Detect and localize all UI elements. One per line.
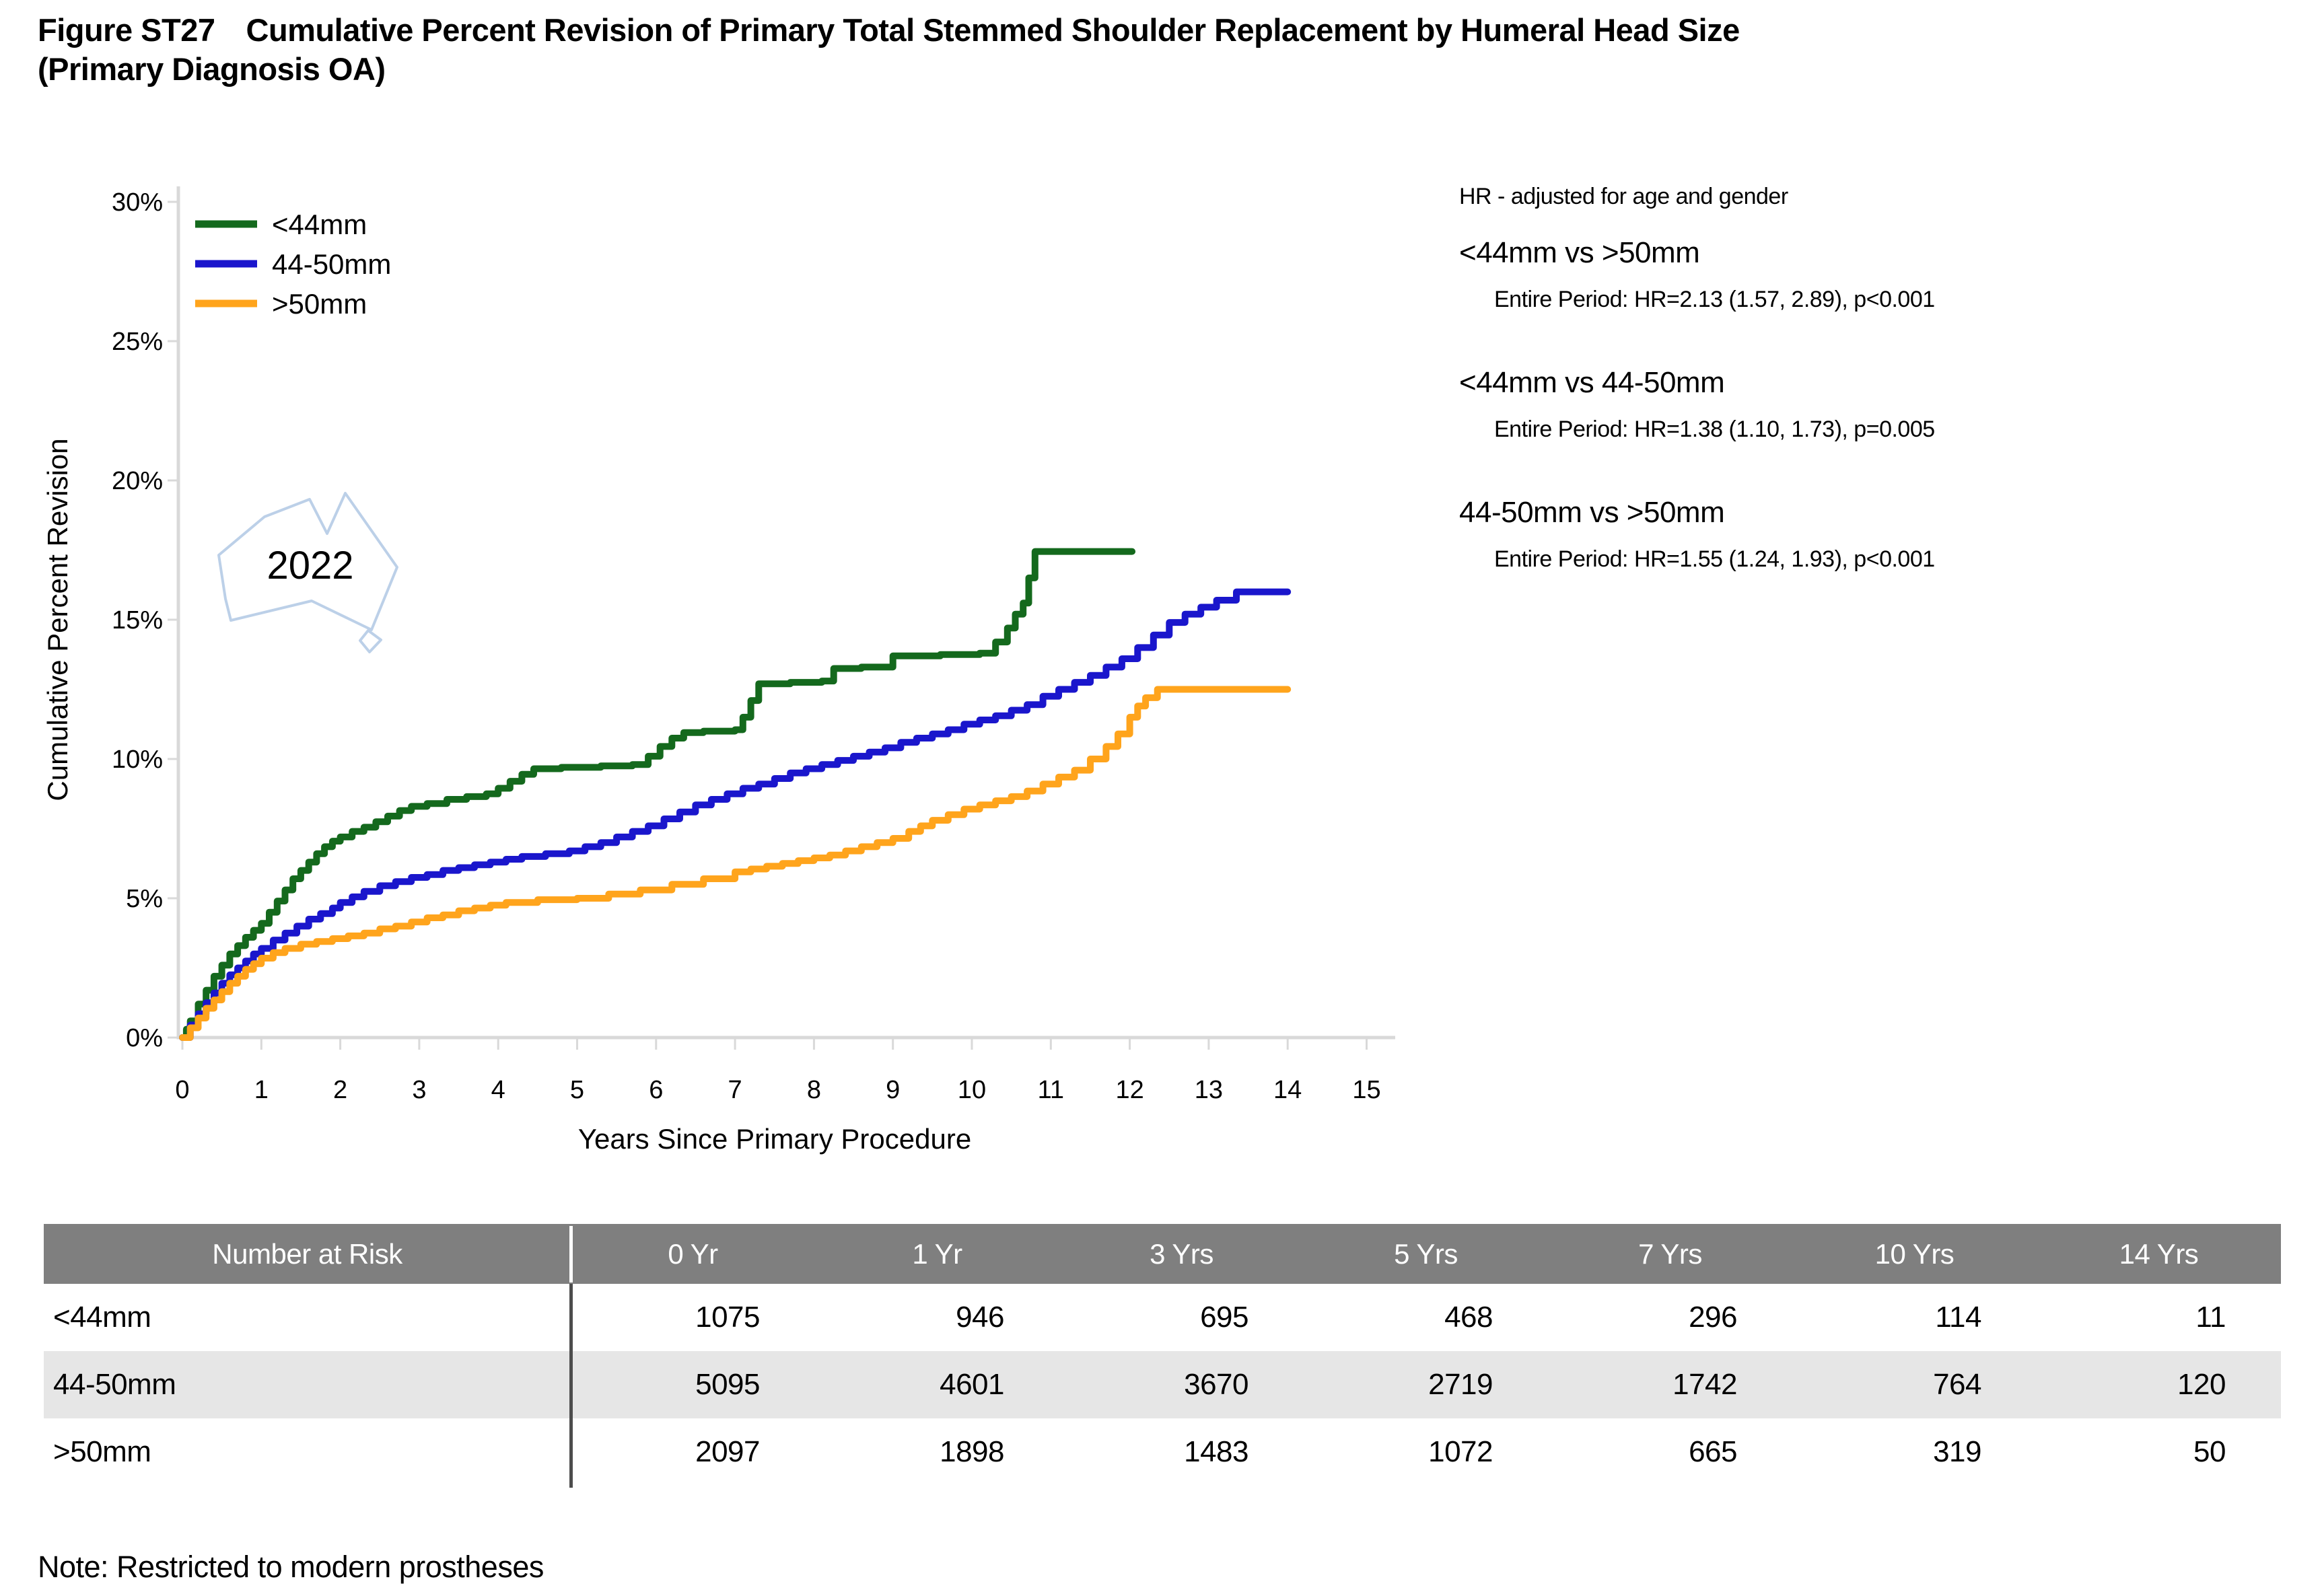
risk-cell: 3670 — [1059, 1351, 1304, 1418]
hr-comparison-detail: Entire Period: HR=2.13 (1.57, 2.89), p<0… — [1494, 287, 1935, 312]
x-tick-label: 12 — [1115, 1076, 1143, 1104]
risk-cell: 296 — [1689, 1301, 1737, 1334]
y-tick-label: 15% — [112, 606, 163, 635]
risk-cell: 468 — [1444, 1301, 1493, 1334]
risk-cell: 11 — [2195, 1301, 2226, 1334]
risk-table-header-row: Number at Risk 0 Yr 1 Yr 3 Yrs 5 Yrs 7 Yrs 10 … — [44, 1224, 2281, 1284]
hr-comparison-title: <44mm vs 44-50mm — [1459, 366, 1725, 399]
hr-comparison-detail: Entire Period: HR=1.55 (1.24, 1.93), p<0… — [1494, 546, 1935, 572]
axes: 0%5%10%15%20%25%30%0 1 2 3 4 5 6 7 8 9 10 11 12 13 14 1… — [112, 186, 1395, 1104]
x-tick-label: 6 — [649, 1076, 663, 1104]
figure-title-text: Cumulative Percent Revision of Primary T… — [246, 12, 1740, 48]
tasmania-outline-icon — [359, 629, 382, 653]
risk-cell: 1742 — [1548, 1351, 1792, 1418]
x-tick-label: 10 — [958, 1076, 986, 1104]
risk-table-header-cell: 7 Yrs — [1548, 1224, 1792, 1284]
risk-cell: 946 — [956, 1301, 1004, 1334]
x-tick-label: 9 — [886, 1076, 900, 1104]
risk-table-header-separator — [569, 1226, 573, 1282]
risk-table-body: <44mm 1075 946 695 468 296 114 11 44-50mm 5095 460… — [44, 1284, 2281, 1486]
y-tick-label: 5% — [126, 885, 163, 913]
risk-cell: 4601 — [815, 1351, 1059, 1418]
y-tick-label: 0% — [126, 1024, 163, 1052]
series-lines — [179, 548, 1292, 1041]
hr-annotations: HR - adjusted for age and gender <44mm v… — [1459, 183, 1935, 573]
hr-comparison-title: 44-50mm vs >50mm — [1459, 496, 1725, 529]
x-tick-label: 1 — [254, 1076, 269, 1104]
x-tick-label: 11 — [1038, 1076, 1064, 1104]
risk-table-header-cell: 3 Yrs — [1059, 1224, 1304, 1284]
risk-table-header-cell: 14 Yrs — [2037, 1224, 2281, 1284]
risk-table-row: <44mm 1075 946 695 468 296 114 11 — [44, 1284, 2281, 1351]
risk-cell: 665 — [1689, 1435, 1737, 1468]
legend-label: <44mm — [272, 209, 367, 240]
legend-label: >50mm — [272, 288, 367, 320]
figure-title-line1: Figure ST27 Cumulative Percent Revision o… — [38, 11, 1740, 50]
risk-cell: 1483 — [1184, 1435, 1248, 1468]
risk-table-header-cell: 1 Yr — [815, 1224, 1059, 1284]
hr-comparison: 44-50mm vs >50mm Entire Period: HR=1.55 (… — [1459, 495, 1935, 573]
risk-cell: 695 — [1200, 1301, 1248, 1334]
x-tick-label: 15 — [1352, 1076, 1380, 1104]
y-tick-label: 20% — [112, 467, 163, 495]
risk-row-label: 44-50mm — [44, 1351, 571, 1418]
risk-cell: 120 — [2037, 1351, 2281, 1418]
risk-cell: 319 — [1933, 1435, 1981, 1468]
hr-heading: HR - adjusted for age and gender — [1459, 184, 1788, 209]
hr-comparisons: <44mm vs >50mm Entire Period: HR=2.13 (1.… — [1459, 236, 1935, 573]
y-tick-label: 10% — [112, 746, 163, 774]
x-tick-label: 13 — [1195, 1076, 1223, 1104]
series-line->50mm — [179, 686, 1292, 1041]
australia-outline-icon — [217, 492, 398, 631]
y-tick-label: 30% — [112, 188, 163, 217]
hr-comparison: <44mm vs >50mm Entire Period: HR=2.13 (1.… — [1459, 236, 1935, 313]
survival-chart: 2022 0%5%10%15%20%25%30%0 1 2 3 4 5 6 7 8 9 10 11 12… — [42, 186, 1395, 1155]
risk-table-header-cell: Number at Risk — [44, 1224, 571, 1284]
risk-cell: 1898 — [940, 1435, 1004, 1468]
x-tick-label: 0 — [175, 1076, 189, 1104]
legend-label: 44-50mm — [272, 248, 391, 280]
x-tick-label: 2 — [333, 1076, 347, 1104]
figure-subtitle: (Primary Diagnosis OA) — [38, 51, 386, 87]
hr-comparison-title: <44mm vs >50mm — [1459, 236, 1700, 269]
x-tick-label: 3 — [412, 1076, 426, 1104]
note-text: Note: Restricted to modern prostheses — [38, 1550, 544, 1584]
series-line-<44mm — [179, 548, 1136, 1041]
x-tick-label: 8 — [807, 1076, 821, 1104]
risk-cell: 2719 — [1304, 1351, 1548, 1418]
x-tick-label: 14 — [1273, 1076, 1302, 1104]
hr-comparison: <44mm vs 44-50mm Entire Period: HR=1.38 (… — [1459, 365, 1935, 443]
risk-table-row: 44-50mm 5095 4601 3670 2719 1742 764 120 — [44, 1351, 2281, 1418]
risk-row-label: <44mm — [53, 1301, 151, 1334]
watermark-year: 2022 — [267, 544, 353, 587]
x-tick-label: 4 — [491, 1076, 505, 1104]
x-axis-title: Years Since Primary Procedure — [578, 1123, 971, 1155]
risk-cell: 114 — [1935, 1301, 1981, 1334]
risk-table-row: >50mm 2097 1898 1483 1072 665 319 50 — [44, 1418, 2281, 1486]
series-line-44-50mm — [179, 588, 1292, 1041]
risk-cell: 1072 — [1428, 1435, 1493, 1468]
risk-cell: 1075 — [695, 1301, 760, 1334]
risk-table-header-cell: 10 Yrs — [1792, 1224, 2037, 1284]
risk-cell: 2097 — [695, 1435, 760, 1468]
x-tick-label: 7 — [728, 1076, 742, 1104]
y-tick-label: 25% — [112, 328, 163, 356]
risk-cell: 764 — [1792, 1351, 2037, 1418]
x-tick-label: 5 — [570, 1076, 584, 1104]
risk-table-header-cell: 5 Yrs — [1304, 1224, 1548, 1284]
watermark: 2022 — [217, 492, 398, 653]
hr-comparison-detail: Entire Period: HR=1.38 (1.10, 1.73), p=0… — [1494, 417, 1935, 442]
figure-label: Figure ST27 — [38, 12, 215, 48]
risk-row-label: >50mm — [53, 1435, 151, 1468]
risk-table-header-cell: 0 Yr — [571, 1224, 815, 1284]
risk-table: Number at Risk 0 Yr 1 Yr 3 Yrs 5 Yrs 7 Yrs 10 … — [44, 1224, 2281, 1486]
figure-title: Figure ST27 Cumulative Percent Revision o… — [38, 11, 1740, 89]
legend: <44mm 44-50mm >50mm — [195, 209, 391, 320]
risk-table-divider-line — [569, 1284, 573, 1488]
y-axis-title: Cumulative Percent Revision — [42, 438, 73, 801]
risk-cell: 5095 — [571, 1351, 815, 1418]
risk-cell: 50 — [2193, 1435, 2226, 1468]
